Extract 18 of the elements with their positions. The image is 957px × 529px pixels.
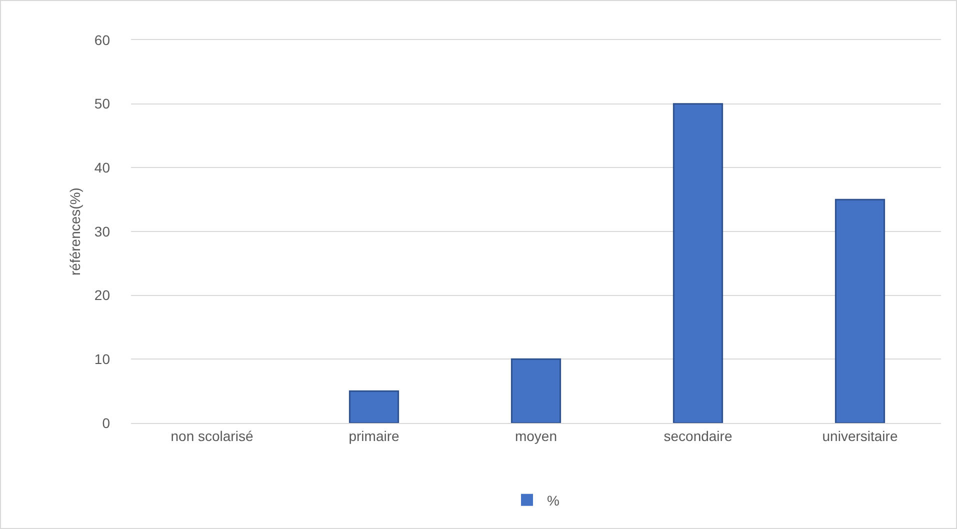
bar	[834, 198, 886, 423]
y-tick-label: 0	[102, 414, 110, 431]
y-tick-label: 60	[94, 32, 110, 48]
y-tick-label: 50	[94, 96, 110, 112]
x-tick-label: moyen	[514, 428, 558, 444]
x-tick-label: non scolarisé	[170, 428, 254, 444]
y-tick-label: 10	[94, 351, 110, 368]
legend-label: %	[547, 492, 560, 508]
y-tick-label: 30	[94, 223, 110, 240]
y-tick-label: 20	[94, 287, 110, 304]
x-tick-label: primaire	[348, 428, 400, 444]
bar	[348, 390, 400, 423]
bar	[510, 358, 562, 423]
x-tick-label: secondaire	[664, 428, 732, 444]
y-axis-title: références(%)	[67, 188, 84, 276]
bar	[672, 103, 724, 423]
y-tick-label: 40	[94, 160, 110, 176]
x-tick-label: universitaire	[822, 428, 898, 444]
